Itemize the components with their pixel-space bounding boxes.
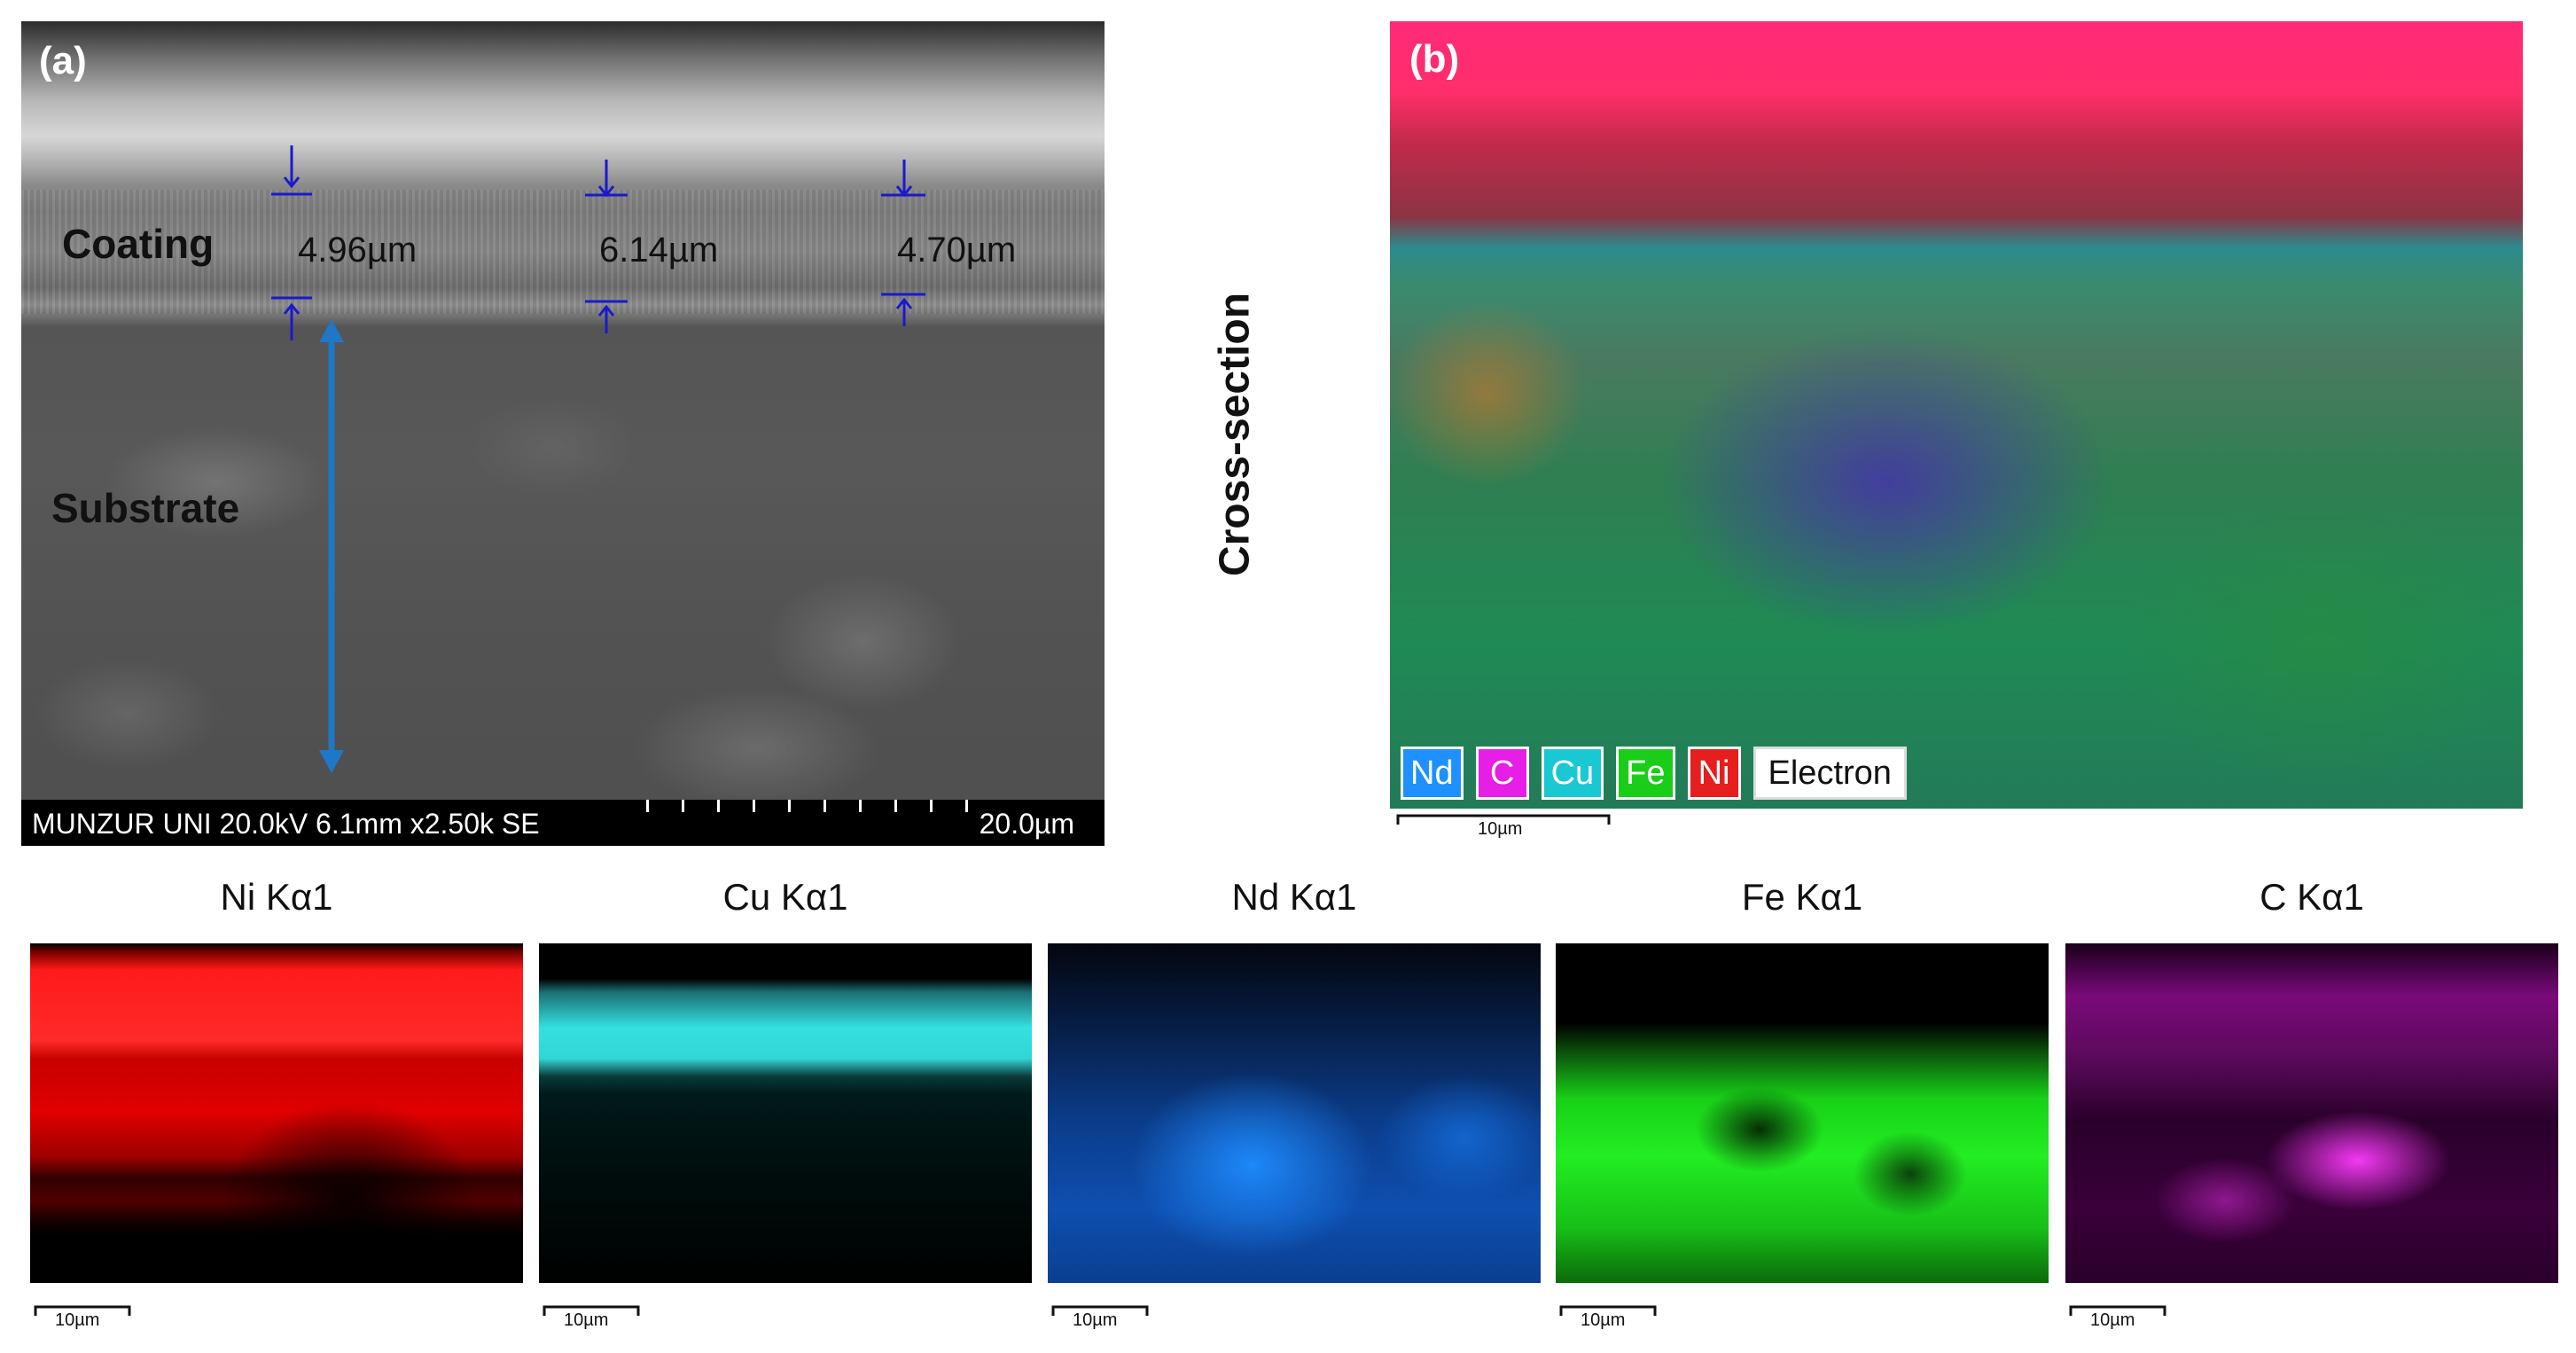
substrate-label: Substrate [51,485,240,531]
map-title-cu: Cu Kα1 [722,876,848,918]
fe-scale-bar [1559,1305,1657,1316]
thickness-markers [271,145,925,773]
map-title-ni: Ni Kα1 [220,876,333,918]
sem-scale-label: 20.0µm [979,808,1074,840]
c-scale-bar [2069,1305,2166,1316]
map-title-nd: Nd Kα1 [1231,876,1357,918]
legend-ni: Ni [1687,747,1741,800]
map-title-c: C Kα1 [2260,876,2364,918]
cu-scale-bar [543,1305,640,1316]
sem-scale-ticks [646,800,1001,812]
thickness-value-2: 6.14µm [599,231,719,270]
sem-image: (a) Coating Substrate 4.96µm 6.14µm 4.70… [21,21,1105,846]
eds-legend: Nd C Cu Fe Ni Electron [1401,747,1907,805]
c-element-map [2065,943,2558,1283]
eds-scale-bar [1396,814,1611,825]
eds-composite-map: (b) Nd C Cu Fe Ni Electron [1390,21,2523,809]
cu-element-map [539,943,1032,1283]
nd-element-map [1048,943,1541,1283]
eds-scale-label: 10µm [1478,819,1523,839]
thickness-value-3: 4.70µm [897,231,1017,270]
legend-c: C [1475,747,1529,800]
legend-fe: Fe [1616,747,1675,800]
sem-acquisition-info: MUNZUR UNI 20.0kV 6.1mm x2.50k SE [32,808,540,840]
legend-nd: Nd [1401,747,1464,800]
sem-info-bar: MUNZUR UNI 20.0kV 6.1mm x2.50k SE 20.0µm [21,800,1105,846]
fe-scale-label: 10µm [1581,1310,1626,1330]
ni-scale-bar [34,1305,131,1316]
ni-scale-label: 10µm [55,1310,100,1330]
cu-scale-label: 10µm [564,1310,609,1330]
c-scale-label: 10µm [2090,1310,2135,1330]
panel-b-label: (b) [1409,37,1460,81]
nd-scale-bar [1051,1305,1149,1316]
nd-scale-label: 10µm [1073,1310,1118,1330]
map-title-fe: Fe Kα1 [1741,876,1863,918]
fe-element-map [1556,943,2049,1283]
coating-label: Coating [62,221,215,267]
ni-element-map [30,943,523,1283]
thickness-value-1: 4.96µm [298,231,418,270]
legend-cu: Cu [1541,747,1604,800]
legend-electron: Electron [1752,747,1907,800]
panel-a-label: (a) [39,39,87,82]
depth-arrow [319,319,344,773]
cross-section-label: Cross-section [1211,292,1259,577]
